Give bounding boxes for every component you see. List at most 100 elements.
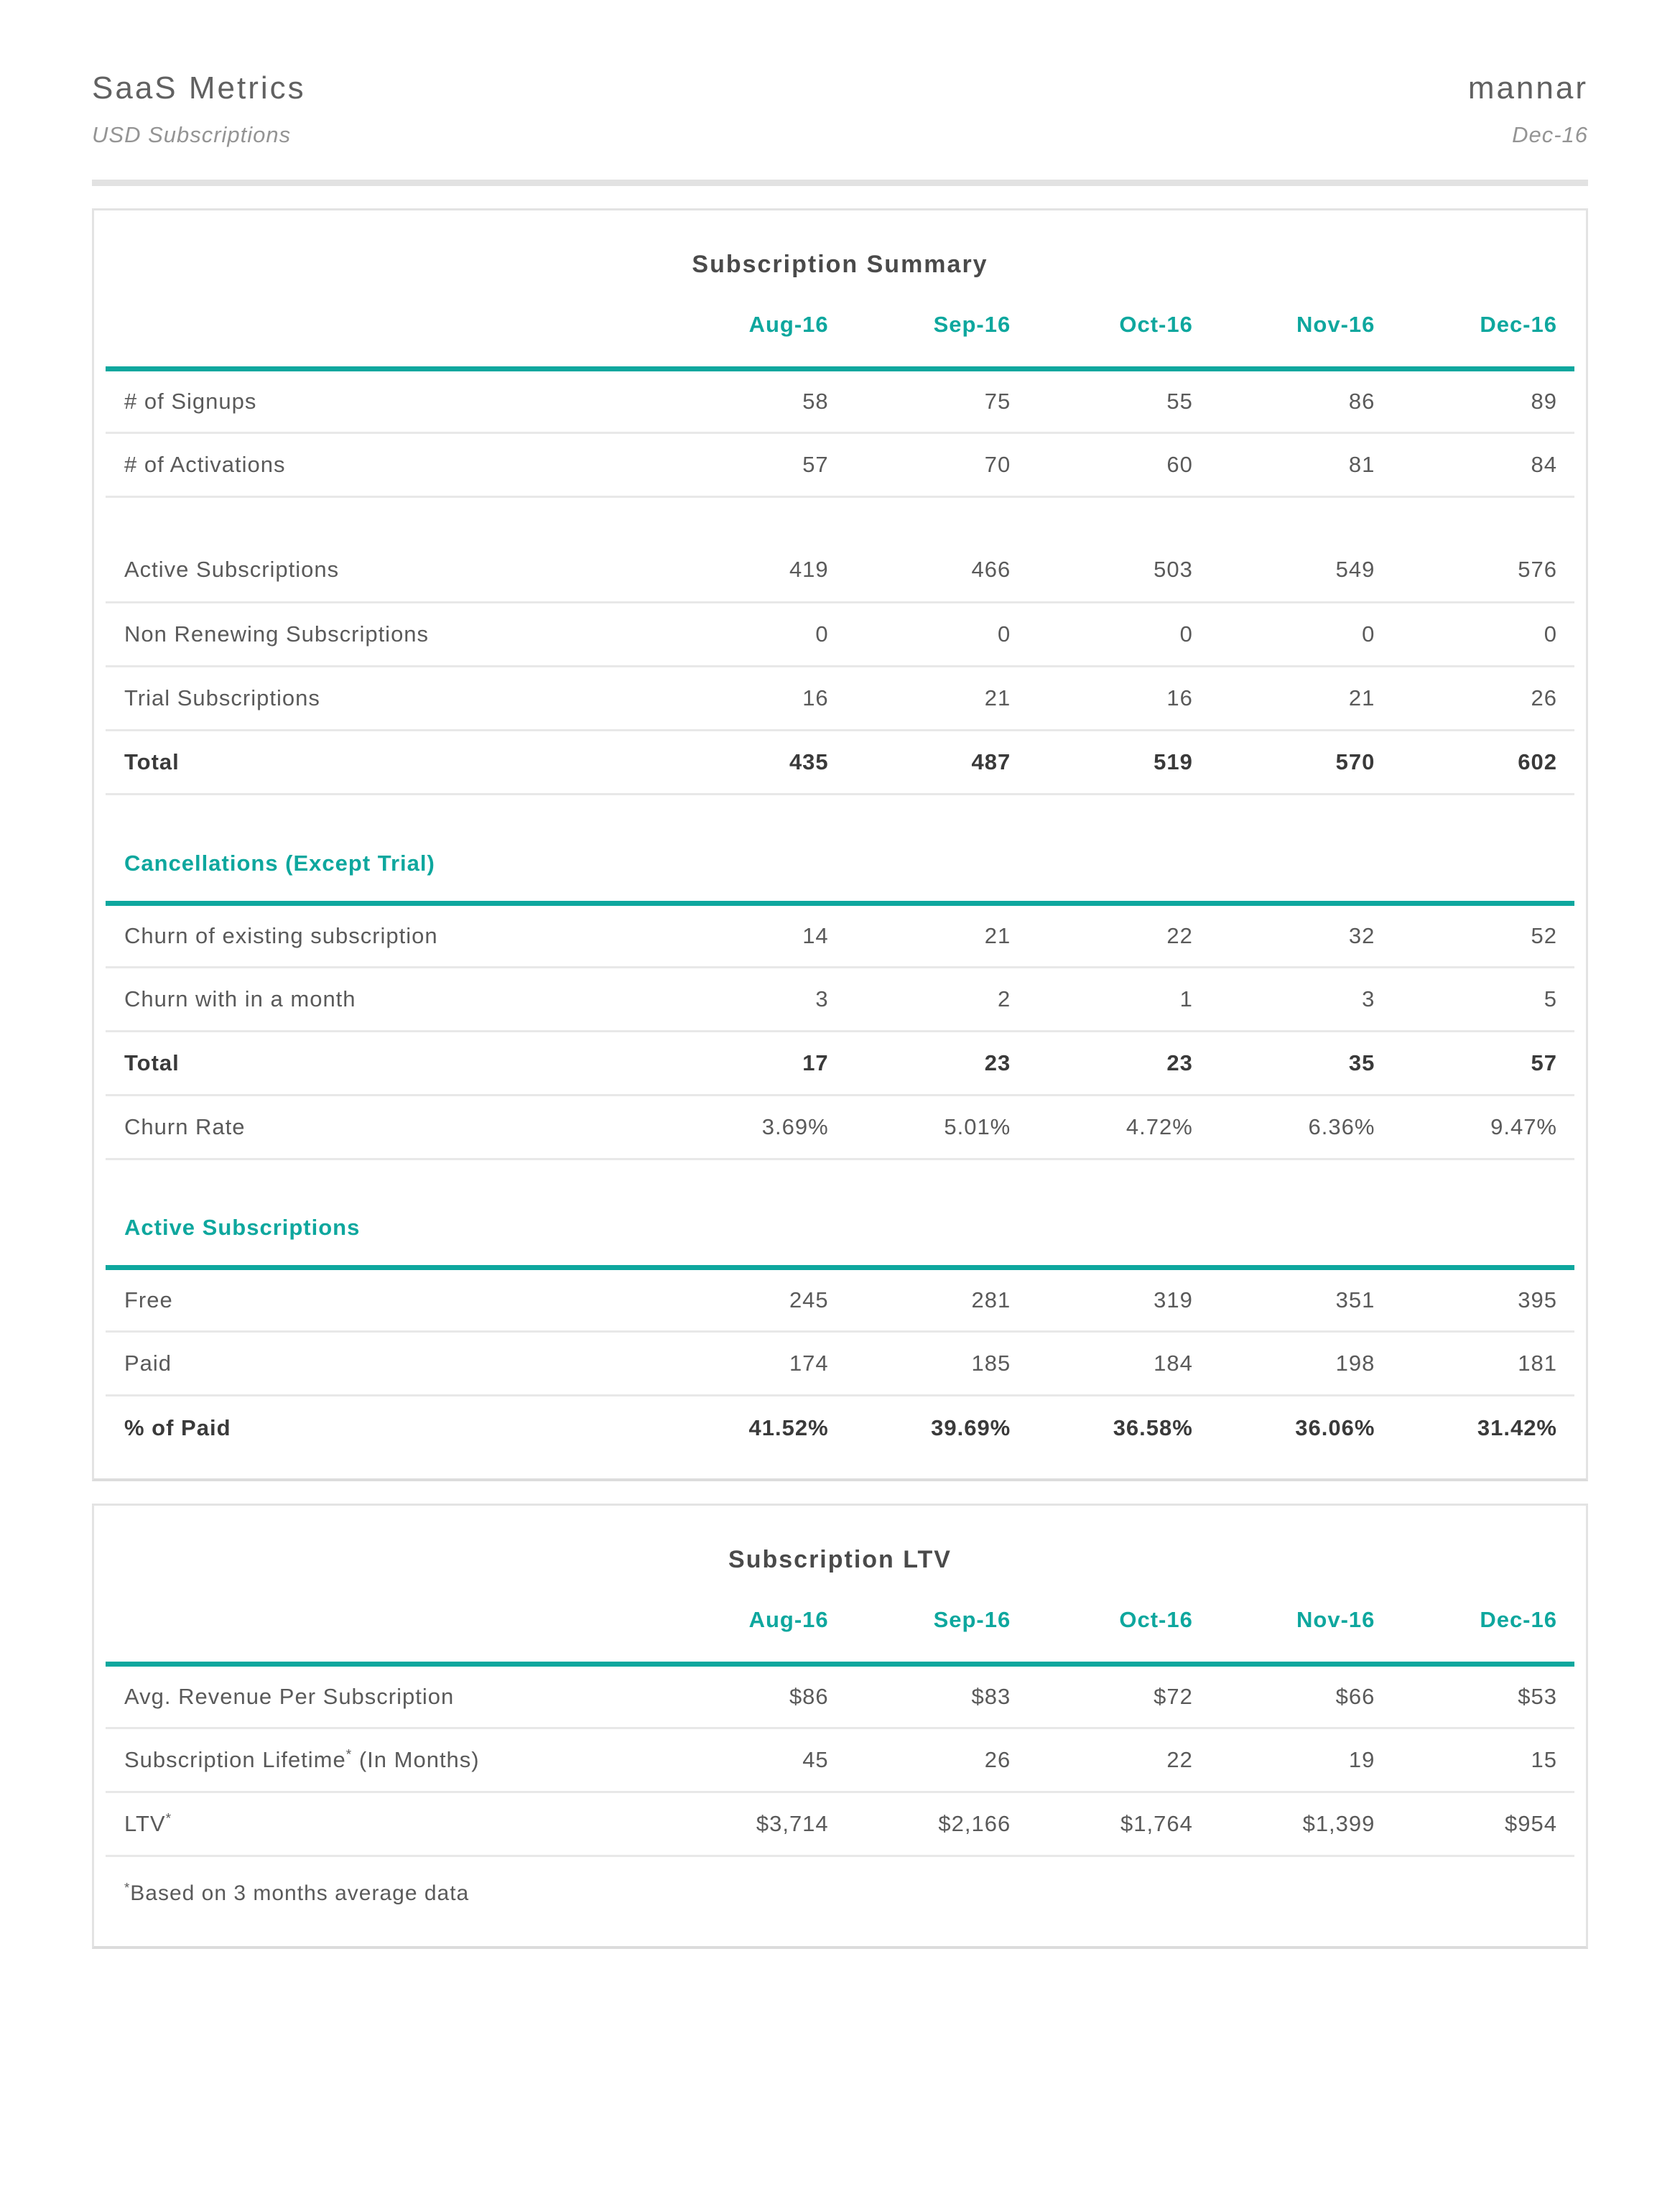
metric-value: 4.72% [1028, 1095, 1210, 1160]
metric-value: 86 [1210, 369, 1393, 434]
table-row: Paid 174 185 184 198 181 [106, 1331, 1574, 1397]
row-label: Churn Rate [106, 1095, 664, 1160]
metric-value: 174 [664, 1331, 846, 1397]
metric-value: 419 [664, 538, 846, 603]
metric-value: 549 [1210, 538, 1393, 603]
metric-value: 32 [1210, 903, 1393, 968]
footnote-text: *Based on 3 months average data [124, 1879, 470, 1905]
spacer-row [106, 1159, 1574, 1200]
page-header-right: mannar Dec-16 [1468, 70, 1588, 148]
subscription-ltv-card: Subscription LTV Aug-16 Sep-16 Oct-16 Nov-1… [92, 1503, 1588, 1949]
month-column-header: Aug-16 [664, 292, 846, 371]
metric-value: 23 [845, 1031, 1029, 1096]
metric-value: 26 [1392, 666, 1574, 731]
metric-value: $53 [1392, 1664, 1574, 1729]
spacer-cell [106, 795, 1574, 836]
month-column-header: Aug-16 [664, 1586, 846, 1667]
ltv-table-body: Aug-16 Sep-16 Oct-16 Nov-16 Dec-16 Avg. Reven… [106, 1586, 1574, 1927]
summary-table-body: Aug-16 Sep-16 Oct-16 Nov-16 Dec-16 # of Signu… [106, 292, 1574, 1460]
metric-value: 21 [845, 903, 1029, 968]
months-header-row: Aug-16 Sep-16 Oct-16 Nov-16 Dec-16 [106, 1586, 1574, 1667]
metric-value: 570 [1210, 730, 1393, 795]
metric-value: 395 [1392, 1267, 1574, 1333]
asterisk-marker: * [165, 1811, 172, 1827]
ltv-table-title: Subscription LTV [728, 1545, 952, 1573]
table-row: Active Subscriptions 419 466 503 549 576 [106, 538, 1574, 603]
metric-value: 36.06% [1295, 1414, 1375, 1440]
page-header: SaaS Metrics USD Subscriptions mannar De… [92, 70, 1588, 148]
row-label: Total [106, 730, 664, 795]
metric-value: 503 [1028, 538, 1210, 603]
page-title: SaaS Metrics [92, 70, 306, 106]
metric-value: $1,764 [1028, 1792, 1210, 1857]
metric-value: 22 [1028, 903, 1210, 968]
row-label: Active Subscriptions [106, 538, 664, 603]
metric-value: $3,714 [664, 1792, 846, 1857]
metric-value: 70 [845, 432, 1029, 498]
metric-value: 0 [1392, 602, 1574, 667]
metric-value: 21 [845, 666, 1029, 731]
metric-value: 84 [1392, 432, 1574, 498]
metric-value: 57 [1392, 1031, 1574, 1096]
metric-value: 41.52% [748, 1414, 829, 1440]
metric-value: 17 [664, 1031, 846, 1096]
table-row: # of Signups 58 75 55 86 89 [106, 369, 1574, 434]
header-divider [92, 180, 1588, 186]
spacer-row [106, 497, 1574, 539]
section-heading-row: Active Subscriptions [106, 1200, 1574, 1270]
asterisk-marker: * [124, 1879, 131, 1895]
metric-value: 5 [1392, 967, 1574, 1032]
metric-value: 487 [845, 730, 1029, 795]
row-label: Subscription Lifetime* (In Months) [106, 1728, 664, 1793]
month-column-header: Oct-16 [1028, 1586, 1210, 1667]
row-label: Free [106, 1267, 664, 1333]
row-label: Churn of existing subscription [106, 903, 664, 968]
metric-value: 1 [1028, 967, 1210, 1032]
row-label: # of Activations [106, 432, 664, 498]
metric-value: 466 [845, 538, 1029, 603]
metric-value: 0 [664, 602, 846, 667]
month-column-header: Sep-16 [845, 292, 1029, 371]
metric-value: 319 [1028, 1267, 1210, 1333]
table-row: Churn Rate 3.69% 5.01% 4.72% 6.36% 9.47% [106, 1095, 1574, 1160]
metric-value: 3.69% [664, 1095, 846, 1160]
metric-value: 3 [1210, 967, 1393, 1032]
metric-value: 31.42% [1477, 1414, 1557, 1440]
metric-value: 5.01% [845, 1095, 1029, 1160]
metric-value: 435 [664, 730, 846, 795]
metric-value: $1,399 [1210, 1792, 1393, 1857]
metric-value: 198 [1210, 1331, 1393, 1397]
metric-value: 45 [664, 1728, 846, 1793]
table-row: Total 435 487 519 570 602 [106, 730, 1574, 795]
metric-value: $86 [664, 1664, 846, 1729]
metric-value: 0 [1028, 602, 1210, 667]
row-label: Non Renewing Subscriptions [106, 602, 664, 667]
metric-value: 245 [664, 1267, 846, 1333]
metric-value: 9.47% [1392, 1095, 1574, 1160]
row-label: Trial Subscriptions [106, 666, 664, 731]
metric-value: $2,166 [845, 1792, 1029, 1857]
metric-value: 519 [1028, 730, 1210, 795]
metric-value: 181 [1392, 1331, 1574, 1397]
metric-value: 602 [1392, 730, 1574, 795]
row-label: # of Signups [106, 369, 664, 434]
metric-value: 26 [845, 1728, 1029, 1793]
metric-value: 184 [1028, 1331, 1210, 1397]
section-heading: Active Subscriptions [106, 1200, 1574, 1270]
metric-value: $66 [1210, 1664, 1393, 1729]
metric-value: 21 [1210, 666, 1393, 731]
month-column-header: Sep-16 [845, 1586, 1029, 1667]
page-header-left: SaaS Metrics USD Subscriptions [92, 70, 306, 148]
metric-value: 15 [1392, 1728, 1574, 1793]
metric-value: 16 [664, 666, 846, 731]
subscription-summary-table: Aug-16 Sep-16 Oct-16 Nov-16 Dec-16 # of Signu… [106, 292, 1574, 1460]
table-row: Non Renewing Subscriptions 0 0 0 0 0 [106, 602, 1574, 667]
metric-value: 57 [664, 432, 846, 498]
months-header-row: Aug-16 Sep-16 Oct-16 Nov-16 Dec-16 [106, 292, 1574, 371]
metric-value: 2 [845, 967, 1029, 1032]
metric-value: $72 [1028, 1664, 1210, 1729]
month-column-header: Dec-16 [1392, 1586, 1574, 1667]
brand-name: mannar [1467, 70, 1588, 106]
subscription-ltv-table: Aug-16 Sep-16 Oct-16 Nov-16 Dec-16 Avg. Reven… [106, 1586, 1574, 1927]
table-row: # of Activations 57 70 60 81 84 [106, 432, 1574, 498]
